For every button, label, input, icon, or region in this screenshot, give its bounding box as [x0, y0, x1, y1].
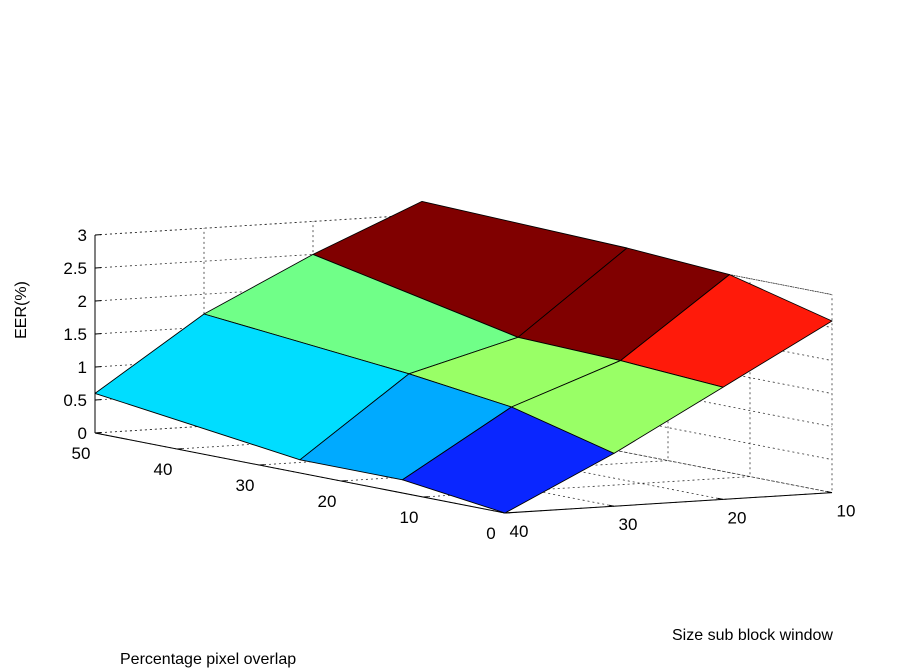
x-tick-label: 20 [318, 492, 337, 511]
y-tick-mark [826, 491, 833, 494]
y-axis-line [504, 492, 833, 514]
x-tick-label: 40 [154, 460, 173, 479]
surface-layer [94, 200, 833, 514]
y-axis-label: Size sub block window [672, 627, 833, 644]
y-tick-label: 10 [837, 502, 856, 521]
y-tick-label: 20 [728, 508, 747, 527]
z-tick-label: 2.5 [63, 259, 87, 278]
x-axis-line [94, 432, 506, 514]
z-tick-label: 2 [78, 292, 87, 311]
z-tick-label: 0 [78, 424, 87, 443]
x-tick-label: 10 [400, 508, 419, 527]
x-tick-label: 0 [486, 524, 495, 543]
z-tick-label: 1 [78, 358, 87, 377]
x-tick-label: 30 [236, 476, 255, 495]
z-tick-label: 3 [78, 226, 87, 245]
x-tick-label: 50 [72, 444, 91, 463]
surface-patch [402, 406, 615, 514]
axis-layer [94, 234, 833, 514]
z-axis-label: EER(%) [13, 281, 30, 339]
y-tick-label: 30 [619, 515, 638, 534]
y-tick-mark [608, 504, 615, 507]
z-tick-label: 1.5 [63, 325, 87, 344]
z-gridline [94, 379, 833, 460]
x-axis-label: Percentage pixel overlap [120, 651, 296, 668]
z-gridline [94, 412, 833, 493]
z-tick-label: 0.5 [63, 391, 87, 410]
y-tick-label: 40 [510, 522, 529, 541]
y-tick-mark [717, 497, 724, 500]
